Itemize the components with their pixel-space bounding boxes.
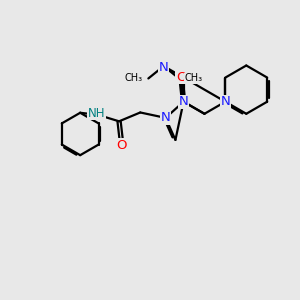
Text: CH₃: CH₃ — [184, 74, 202, 83]
Text: O: O — [116, 139, 127, 152]
Text: NH: NH — [88, 107, 105, 120]
Text: CH₃: CH₃ — [125, 74, 143, 83]
Text: N: N — [179, 95, 188, 108]
Text: N: N — [220, 95, 230, 108]
Text: N: N — [161, 111, 170, 124]
Text: O: O — [176, 70, 187, 84]
Text: N: N — [159, 61, 169, 74]
